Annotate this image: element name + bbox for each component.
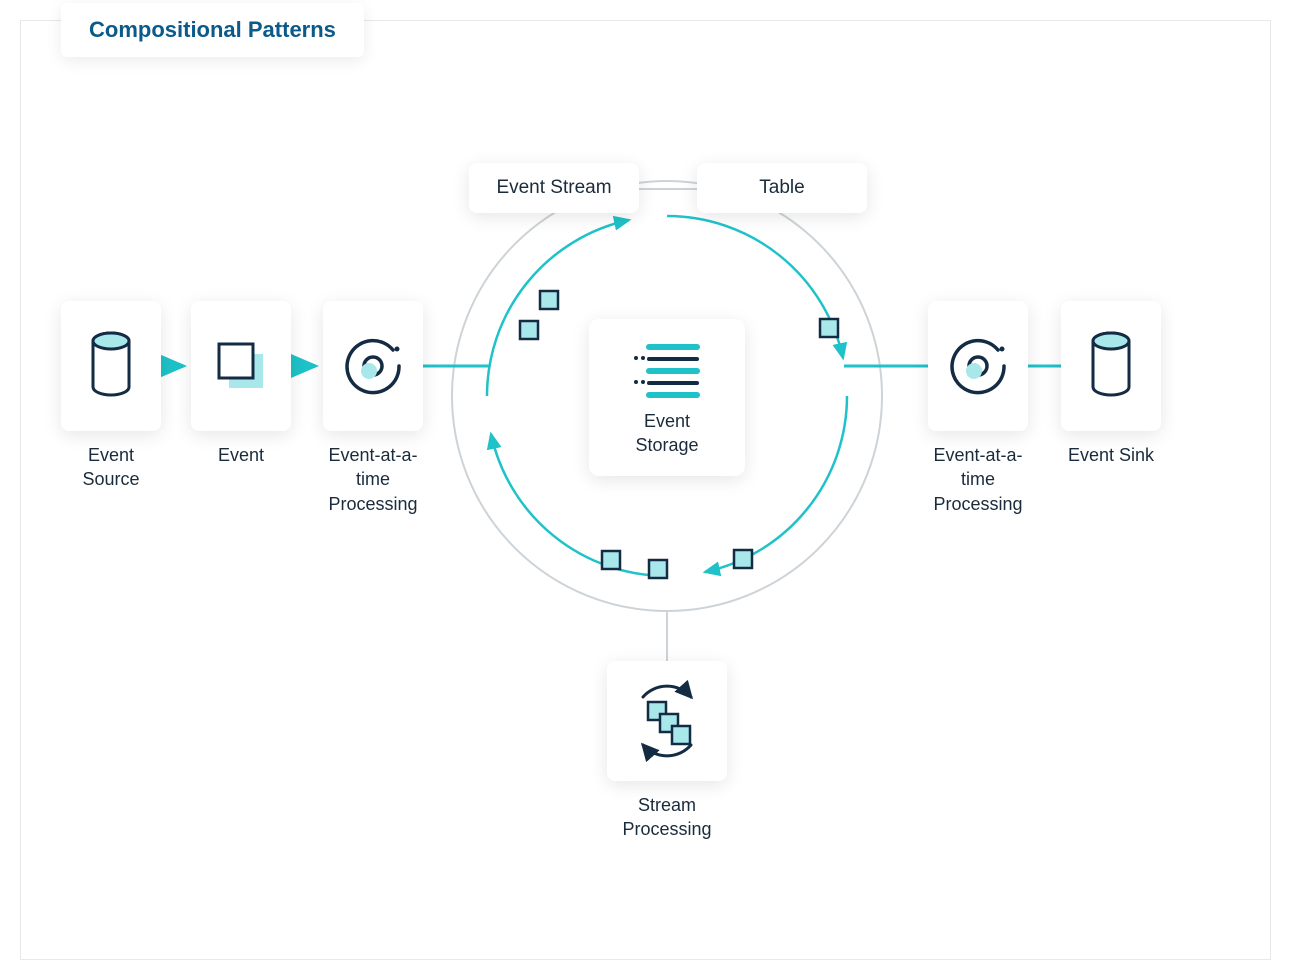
event-icon	[211, 336, 271, 396]
eat-right-node	[928, 301, 1028, 431]
event-stream-text: Event Stream	[496, 177, 611, 198]
event-storage-label: Event Storage	[617, 409, 717, 458]
database-icon	[87, 331, 135, 401]
processor-icon	[946, 334, 1010, 398]
event-sink-group: Event Sink	[1061, 301, 1161, 467]
database-icon	[1087, 331, 1135, 401]
event-storage-group: Event Storage	[589, 319, 745, 476]
event-source-node	[61, 301, 161, 431]
event-source-label: Event Source	[61, 443, 161, 492]
event-label: Event	[191, 443, 291, 467]
stream-icon	[625, 679, 709, 763]
list-icon	[627, 339, 707, 399]
stream-processing-node	[607, 661, 727, 781]
eat-right-label: Event-at-a-time Processing	[928, 443, 1028, 516]
event-source-group: Event Source	[61, 301, 161, 492]
event-stream-tag: Event Stream	[469, 163, 639, 213]
table-tag: Table	[697, 163, 867, 213]
eat-left-label: Event-at-a-time Processing	[323, 443, 423, 516]
processor-icon	[341, 334, 405, 398]
table-text: Table	[759, 177, 804, 198]
eat-left-group: Event-at-a-time Processing	[323, 301, 423, 516]
diagram-frame: Compositional Patterns	[20, 20, 1271, 960]
event-node	[191, 301, 291, 431]
event-sink-node	[1061, 301, 1161, 431]
eat-left-node	[323, 301, 423, 431]
eat-right-group: Event-at-a-time Processing	[928, 301, 1028, 516]
event-sink-label: Event Sink	[1061, 443, 1161, 467]
event-storage-node: Event Storage	[589, 319, 745, 476]
stream-processing-label: Stream Processing	[607, 793, 727, 842]
stream-processing-group: Stream Processing	[607, 661, 727, 842]
event-group: Event	[191, 301, 291, 467]
